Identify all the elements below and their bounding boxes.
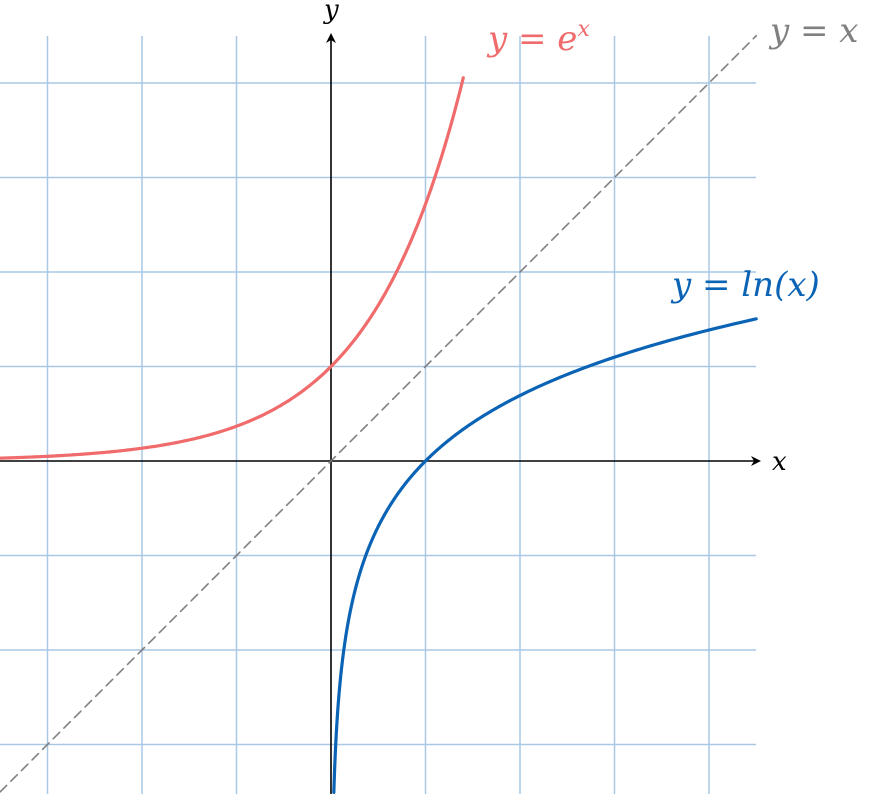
- y-axis-label: y: [323, 0, 339, 25]
- grid: [0, 36, 756, 794]
- series-layer: [0, 34, 758, 794]
- exp-curve: [0, 76, 465, 460]
- identity-line-label: y = x: [768, 11, 859, 51]
- x-axis-label: x: [772, 447, 787, 477]
- exp-label-base: y = e: [486, 19, 577, 59]
- ln-curve: [332, 317, 758, 794]
- exp-curve-label: y = ex: [486, 17, 590, 59]
- ln-curve-label: y = ln(x): [670, 265, 820, 305]
- axes: [0, 33, 761, 794]
- identity-line: [0, 34, 758, 793]
- exp-label-sup: x: [577, 17, 590, 42]
